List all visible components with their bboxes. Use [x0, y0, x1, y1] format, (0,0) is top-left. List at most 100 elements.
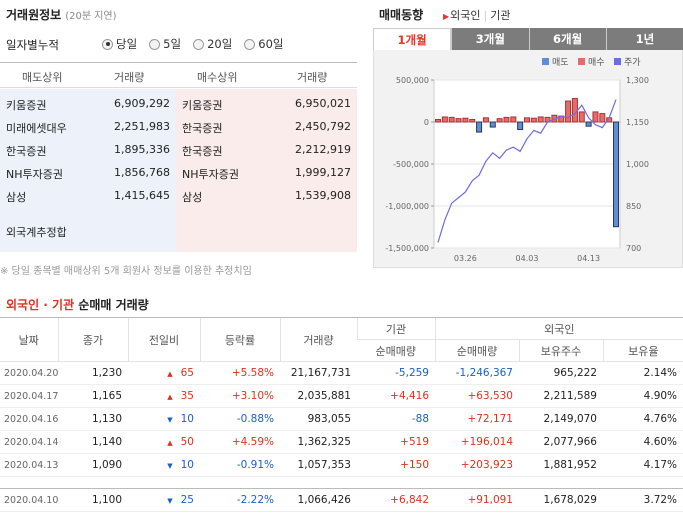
row-rate: -0.91%: [200, 453, 280, 477]
sell-broker-row: 한국증권 1,895,336: [0, 138, 176, 161]
row-change: 65: [128, 361, 200, 385]
row-close: 1,230: [58, 361, 128, 385]
link-foreign[interactable]: 외국인: [450, 9, 481, 22]
broker-volume: 2,212,919: [295, 143, 351, 156]
buy-bar: [537, 116, 544, 123]
broker-table-header: 매도상위 거래량 매수상위 거래량: [0, 62, 357, 88]
buy-bar: [530, 117, 537, 123]
row-foreign-hold: 2,211,589: [519, 384, 603, 408]
row-foreign-hold: 2,077,966: [519, 430, 603, 454]
radio-circle-icon[interactable]: [193, 38, 205, 50]
row-institution-net: -5,259: [357, 361, 435, 385]
row-institution-net: +6,842: [357, 488, 435, 512]
row-foreign-ratio: 4.90%: [603, 384, 683, 408]
row-date: 2020.04.14: [0, 430, 58, 454]
sell-volume-header: 거래량: [114, 71, 145, 84]
x-tick-label: 04.03: [516, 254, 539, 263]
foreign-header: 외국인: [434, 317, 683, 340]
trading-trend-panel: 매매동향 ▶외국인 | 기관 1개월 3개월 6개월 1년 500,000 0 -500,00…: [373, 0, 683, 268]
price-line: [437, 99, 617, 243]
link-institution[interactable]: 기관: [490, 9, 511, 22]
row-close: 1,165: [58, 384, 128, 408]
row-volume: 21,167,731: [280, 361, 357, 385]
sell-bar: [517, 121, 524, 131]
table-row: 2020.04.161,13010-0.88%983,055-88+72,171…: [0, 407, 683, 431]
buy-bar: [435, 118, 441, 123]
left-tick-label: -1,500,000: [385, 244, 429, 253]
broker-volume: 2,450,792: [295, 120, 351, 133]
broker-volume: 1,999,127: [295, 166, 351, 179]
period-tab-1[interactable]: 3개월: [451, 28, 529, 50]
buy-volume-header: 거래량: [297, 71, 328, 84]
period-selector: 일자별누적 당일 5일 20일 60일: [0, 34, 357, 56]
sell-broker-row: NH투자증권 1,856,768: [0, 161, 176, 184]
row-change: 10: [128, 407, 200, 431]
broker-volume: 1,539,908: [295, 189, 351, 202]
broker-name: 한국증권: [6, 145, 47, 158]
legend-swatch: [542, 58, 549, 65]
row-date: 2020.04.13: [0, 453, 58, 477]
row-institution-net: -88: [357, 407, 435, 431]
row-foreign-ratio: 4.76%: [603, 407, 683, 431]
table-row: 2020.04.131,09010-0.91%1,057,353+150+203…: [0, 453, 683, 477]
broker-volume: 1,895,336: [114, 143, 170, 156]
foreign-net-header: 순매매량: [434, 339, 519, 362]
buy-bar: [524, 117, 530, 123]
broker-name: 키움증권: [6, 99, 47, 112]
period-radio-1[interactable]: 5일: [149, 36, 181, 52]
broker-subtitle: (20분 지연): [65, 11, 117, 22]
row-foreign-net: +91,091: [435, 488, 519, 512]
legend-label: 매도: [552, 57, 569, 68]
sell-broker-row: 키움증권 6,909,292: [0, 92, 176, 115]
period-tab-2[interactable]: 6개월: [528, 28, 606, 50]
left-tick-label: -500,000: [393, 160, 429, 169]
left-tick-label: 500,000: [396, 76, 429, 85]
close-header: 종가: [57, 317, 128, 362]
right-tick-label: 1,000: [626, 160, 649, 169]
rate-header: 등락률: [199, 317, 280, 362]
row-foreign-net: -1,246,367: [435, 361, 519, 385]
period-radio-0[interactable]: 당일: [102, 36, 137, 52]
row-institution-net: +4,416: [357, 384, 435, 408]
radio-circle-icon[interactable]: [149, 38, 161, 50]
period-radio-2[interactable]: 20일: [193, 36, 232, 52]
row-foreign-hold: 965,222: [519, 361, 603, 385]
buy-bar: [571, 97, 578, 123]
broker-name: NH투자증권: [182, 168, 239, 181]
row-change: 25: [128, 488, 200, 512]
row-volume: 1,066,426: [280, 488, 357, 512]
broker-volume: 6,909,292: [114, 97, 170, 110]
row-foreign-net: +72,171: [435, 407, 519, 431]
change-header: 전일비: [127, 317, 200, 362]
sell-bar: [489, 121, 496, 128]
row-institution-net: +150: [357, 453, 435, 477]
radio-circle-icon[interactable]: [244, 38, 256, 50]
foreign-ratio-header: 보유율: [602, 339, 683, 362]
table-row: 2020.04.201,23065+5.58%21,167,731-5,259-…: [0, 361, 683, 385]
trend-chart-svg: 500,000 0 -500,000 -1,000,000 -1,500,000 1,30…: [385, 57, 649, 263]
buy-bar: [599, 113, 606, 123]
period-tab-3[interactable]: 1년: [605, 28, 683, 50]
row-foreign-ratio: 4.17%: [603, 453, 683, 477]
broker-name: 삼성: [6, 191, 27, 204]
row-rate: +5.58%: [200, 361, 280, 385]
buy-bar: [441, 116, 448, 123]
right-tick-label: 1,300: [626, 76, 649, 85]
period-radio-3[interactable]: 60일: [244, 36, 284, 52]
row-close: 1,130: [58, 407, 128, 431]
volume-header: 거래량: [279, 317, 357, 362]
sell-bar: [585, 121, 592, 127]
row-rate: -2.22%: [200, 488, 280, 512]
legend-label: 매수: [588, 57, 605, 68]
row-foreign-ratio: 2.14%: [603, 361, 683, 385]
row-foreign-hold: 1,678,029: [519, 488, 603, 512]
sell-broker-row: 미래에셋대우 2,251,983: [0, 115, 176, 138]
row-close: 1,140: [58, 430, 128, 454]
left-tick-label: 0: [424, 118, 429, 127]
radio-circle-icon[interactable]: [102, 38, 113, 50]
broker-info-panel: 거래원정보 (20분 지연) 일자별누적 당일 5일 20일 60일 매도상위 거래량 …: [0, 0, 357, 277]
row-close: 1,090: [58, 453, 128, 477]
period-tab-0[interactable]: 1개월: [373, 28, 452, 50]
x-tick-label: 04.13: [577, 254, 600, 263]
legend-label: 주가: [624, 57, 641, 68]
